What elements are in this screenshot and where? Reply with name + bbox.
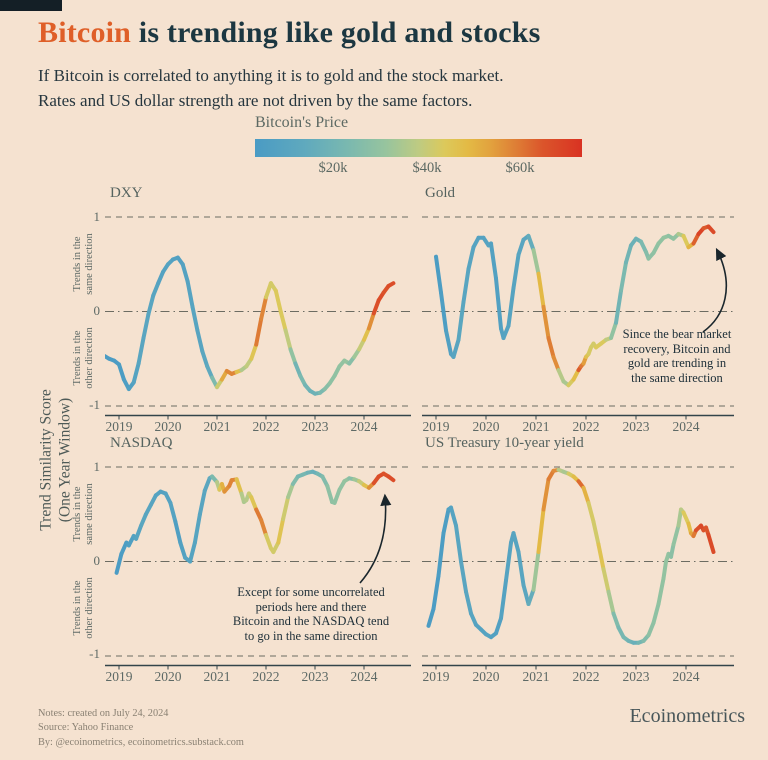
- svg-text:2022: 2022: [253, 669, 280, 684]
- panel-title-treasury: US Treasury 10-year yield: [425, 435, 584, 451]
- title-highlight: Bitcoin: [38, 16, 132, 49]
- note-byline: By: @ecoinometrics, ecoinometrics.substa…: [38, 736, 244, 748]
- svg-text:2021: 2021: [523, 419, 550, 434]
- ytick-0-row1: 0: [93, 303, 101, 318]
- ytick-1-row2: 1: [93, 459, 101, 474]
- chart-panel-dxy: 2019 2020 2021 2022 2023 2024: [102, 200, 435, 440]
- subtitle-line2: Rates and US dollar strength are not dri…: [38, 90, 473, 110]
- svg-text:2019: 2019: [423, 669, 450, 684]
- note-source: Source: Yahoo Finance: [38, 722, 134, 734]
- chart-panel-treasury: 2019 2020 2021 2022 2023 2024: [422, 450, 752, 690]
- svg-text:2019: 2019: [106, 419, 133, 434]
- subtitle-line1: If Bitcoin is correlated to anything it …: [38, 66, 504, 85]
- annotation-arrow-nasdaq: [359, 493, 392, 584]
- svg-text:2024: 2024: [351, 419, 378, 434]
- panel-title-nasdaq: NASDAQ: [110, 435, 173, 451]
- svg-text:2022: 2022: [573, 669, 600, 684]
- svg-text:2020: 2020: [155, 669, 182, 684]
- ytick-neg1-row2: -1: [89, 646, 100, 661]
- svg-text:2020: 2020: [473, 419, 500, 434]
- svg-text:2023: 2023: [623, 419, 650, 434]
- svg-text:2020: 2020: [155, 419, 182, 434]
- ylabel-same-direction-row1: Trends in the same direction: [71, 233, 95, 295]
- colorbar-tick-60k: $60k: [505, 160, 535, 176]
- svg-text:2023: 2023: [623, 669, 650, 684]
- chart-panel-gold: 2019 2020 2021 2022 2023 2024: [422, 200, 752, 440]
- svg-text:2021: 2021: [204, 669, 231, 684]
- panel-title-dxy: DXY: [110, 185, 143, 201]
- panel-title-gold: Gold: [425, 185, 455, 201]
- ytick-0-row2: 0: [93, 553, 101, 568]
- brand-logo: Ecoinometrics: [629, 705, 745, 727]
- svg-text:2024: 2024: [673, 419, 700, 434]
- ylabel-other-direction-row2: Trends in the other direction: [71, 577, 95, 639]
- svg-text:2021: 2021: [523, 669, 550, 684]
- shared-y-axis-label: Trend Similarity Score (One Year Window): [37, 389, 74, 531]
- svg-text:2022: 2022: [253, 419, 280, 434]
- svg-text:2023: 2023: [302, 669, 329, 684]
- svg-text:2022: 2022: [573, 419, 600, 434]
- svg-text:2023: 2023: [302, 419, 329, 434]
- colorbar-tick-40k: $40k: [412, 160, 442, 176]
- subtitle: If Bitcoin is correlated to anything it …: [38, 64, 504, 113]
- annotation-arrow-gold: [702, 247, 727, 333]
- ytick-1-row1: 1: [93, 209, 101, 224]
- colorbar-gradient: [255, 139, 582, 157]
- page-title: Bitcoin is trending like gold and stocks: [38, 16, 541, 50]
- footer-notes: Notes: created on July 24, 2024 Source: …: [38, 707, 244, 750]
- note-created: Notes: created on July 24, 2024: [38, 708, 169, 719]
- colorbar-label: Bitcoin's Price: [255, 114, 349, 131]
- ylabel-other-direction-row1: Trends in the other direction: [71, 327, 95, 389]
- annotation-nasdaq: Except for some uncorrelated periods here…: [232, 585, 390, 643]
- svg-text:2020: 2020: [473, 669, 500, 684]
- corner-mark: [0, 0, 62, 11]
- title-rest: is trending like gold and stocks: [131, 16, 541, 49]
- svg-text:2021: 2021: [204, 419, 231, 434]
- svg-text:2019: 2019: [106, 669, 133, 684]
- svg-text:2019: 2019: [423, 419, 450, 434]
- colorbar-tick-20k: $20k: [318, 160, 348, 176]
- svg-text:2024: 2024: [673, 669, 700, 684]
- svg-text:2024: 2024: [351, 669, 378, 684]
- ylabel-same-direction-row2: Trends in the same direction: [71, 483, 95, 545]
- ytick-neg1-row1: -1: [89, 397, 100, 412]
- chart-panel-nasdaq: 2019 2020 2021 2022 2023 2024: [105, 450, 435, 690]
